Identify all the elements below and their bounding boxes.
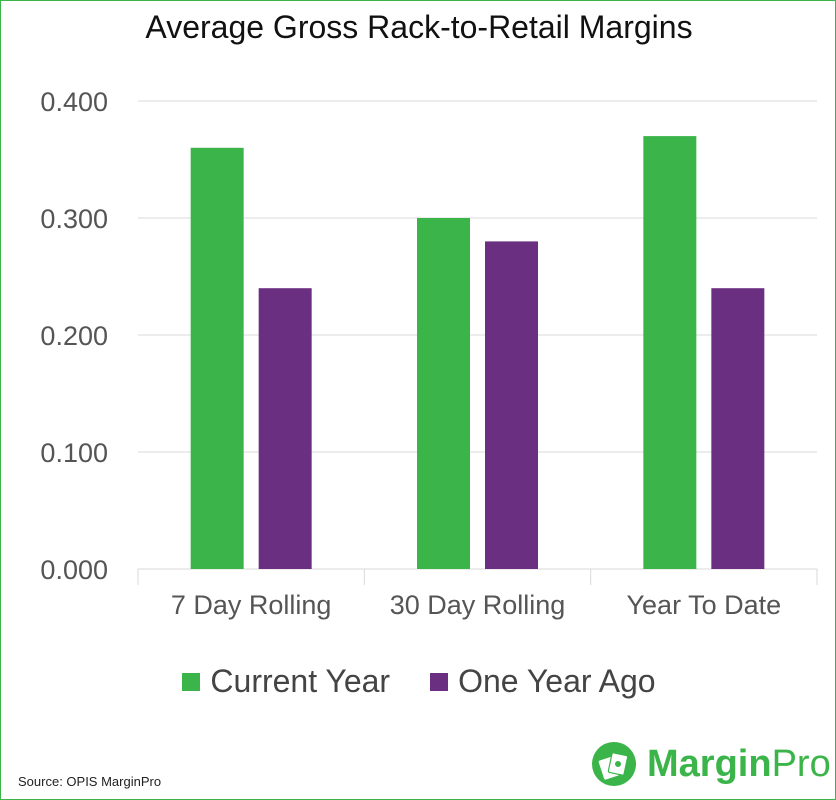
x-tick-label: 7 Day Rolling xyxy=(171,590,332,620)
bar-chart: 0.000 0.100 0.200 0.300 0.400 7 Day Rolling 30… xyxy=(40,87,818,620)
x-tick-label: 30 Day Rolling xyxy=(390,590,566,620)
x-tick-label: Year To Date xyxy=(627,590,782,620)
legend-item-current-year: Current Year xyxy=(182,663,390,700)
brand-logo: MarginPro xyxy=(591,741,831,787)
legend-item-one-year-ago: One Year Ago xyxy=(430,663,656,700)
brand-name: MarginPro xyxy=(647,743,831,786)
brand-name-regular: Pro xyxy=(771,742,831,785)
legend-swatch-current-year xyxy=(182,672,201,691)
bar-current-year xyxy=(190,147,244,570)
legend-swatch-one-year-ago xyxy=(430,672,449,691)
y-tick-label: 0.100 xyxy=(40,438,108,468)
legend-label-current-year: Current Year xyxy=(210,663,391,699)
y-tick-label: 0.200 xyxy=(40,321,108,351)
bar-current-year xyxy=(643,136,697,569)
y-tick-label: 0.000 xyxy=(40,555,108,585)
money-stack-icon xyxy=(592,742,636,786)
bar-one-year-ago xyxy=(258,288,312,569)
legend: Current Year One Year Ago xyxy=(1,663,836,700)
y-tick-label: 0.400 xyxy=(40,87,108,117)
y-tick-label: 0.300 xyxy=(40,204,108,234)
chart-title: Average Gross Rack-to-Retail Margins xyxy=(145,9,693,45)
source-note: Source: OPIS MarginPro xyxy=(18,774,162,789)
legend-label-one-year-ago: One Year Ago xyxy=(458,663,656,699)
bar-one-year-ago xyxy=(711,288,765,569)
bar-current-year xyxy=(417,218,470,569)
brand-name-bold: Margin xyxy=(647,742,772,785)
bar-one-year-ago xyxy=(485,241,538,569)
